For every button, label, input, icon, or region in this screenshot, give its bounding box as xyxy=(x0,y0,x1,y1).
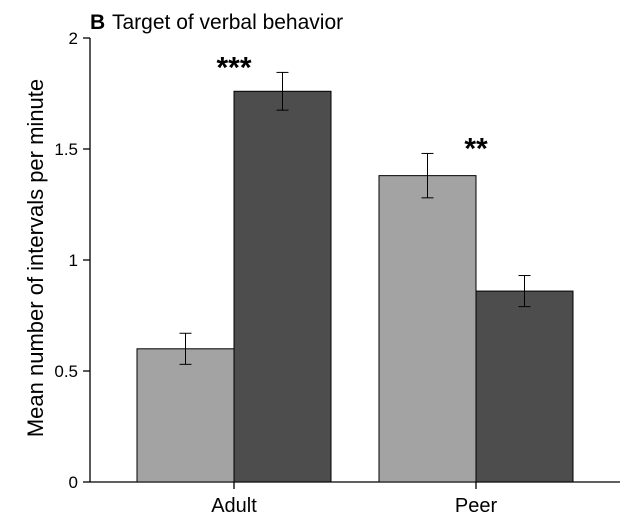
x-category-label: Adult xyxy=(211,495,257,517)
bar xyxy=(378,175,477,483)
panel-letter: B xyxy=(90,11,105,34)
chart-header: B Target of verbal behavior xyxy=(90,11,343,34)
y-tick-label: 0 xyxy=(69,473,78,492)
bar xyxy=(233,90,332,483)
y-tick-label: 2 xyxy=(69,29,78,48)
bar xyxy=(136,348,235,483)
plot-area: 0 0.5 1 1.5 2 Adult *** Peer ** xyxy=(54,29,620,517)
bar xyxy=(475,290,574,483)
y-tick-label: 1.5 xyxy=(54,140,78,159)
y-tick-label: 0.5 xyxy=(54,362,78,381)
significance-marker: ** xyxy=(464,132,488,165)
chart-title: Target of verbal behavior xyxy=(112,11,343,34)
x-category-label: Peer xyxy=(455,495,498,517)
y-axis-title: Mean number of intervals per minute xyxy=(23,79,48,437)
y-tick-label: 1 xyxy=(69,251,78,270)
significance-marker: *** xyxy=(216,51,251,84)
